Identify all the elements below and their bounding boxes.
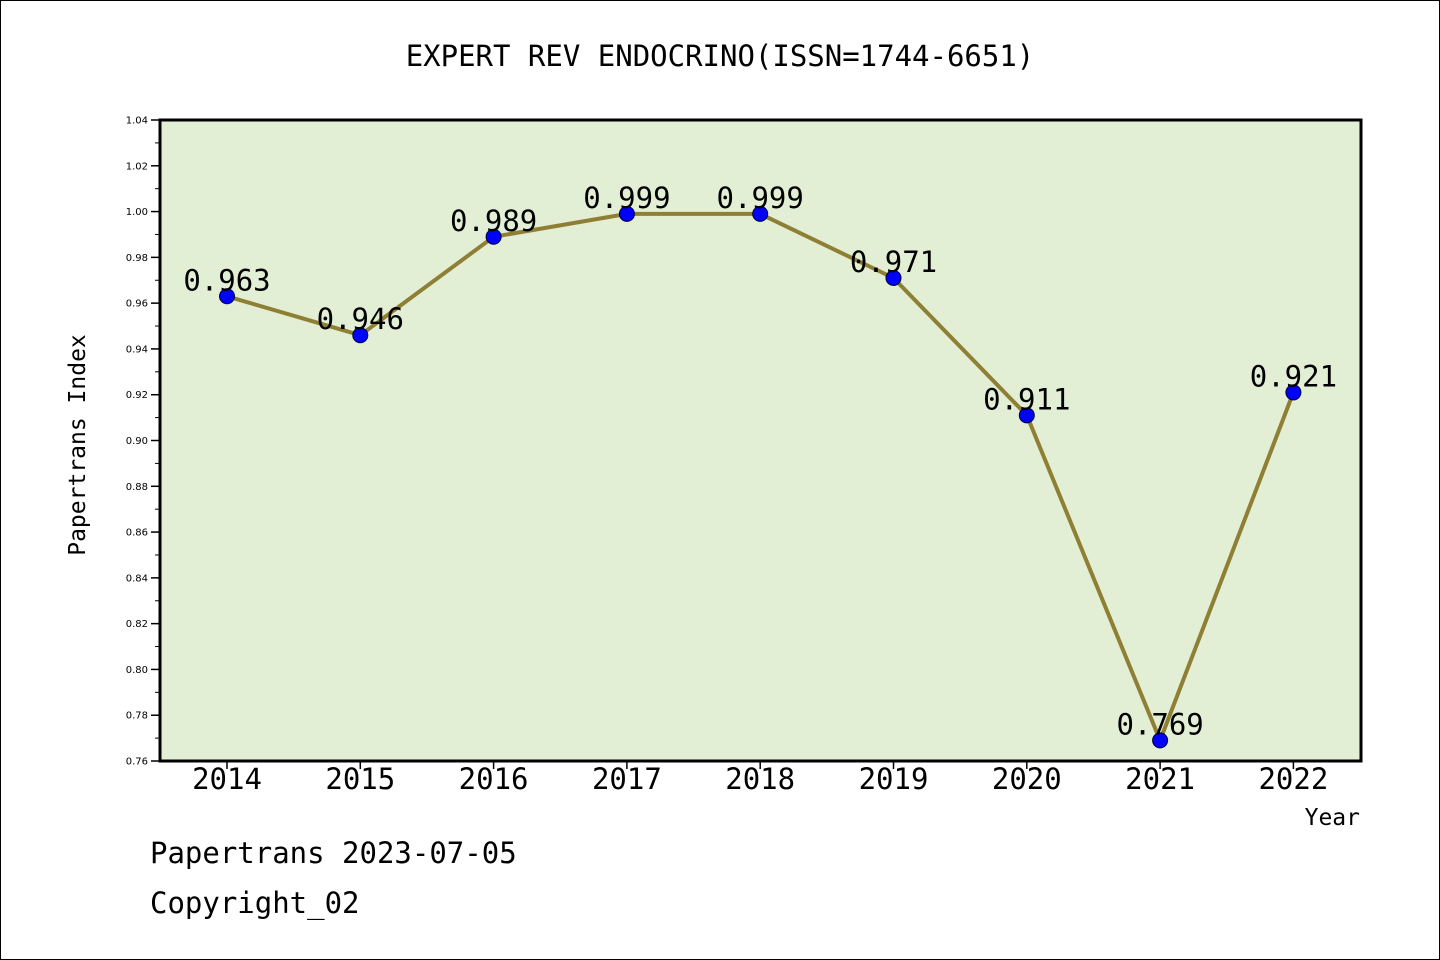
x-tick-label: 2014 (192, 762, 262, 796)
y-tick-label: 0.80 (126, 665, 148, 676)
x-tick-label: 2015 (325, 762, 395, 796)
plot-area (158, 118, 1363, 763)
data-label: 0.911 (983, 382, 1070, 416)
y-tick-label: 0.96 (126, 299, 148, 310)
data-label: 0.999 (717, 181, 804, 215)
y-axis-label: Papertrans Index (65, 334, 91, 556)
data-point-marker (352, 327, 369, 344)
x-axis: 2014 2015 2016 2017 2018 2019 2020 2021 2022 (192, 761, 1328, 796)
footer-date: Papertrans 2023-07-05 (150, 836, 517, 870)
data-point-marker (485, 228, 502, 245)
x-tick-label: 2022 (1258, 762, 1328, 796)
data-label: 0.989 (450, 204, 537, 238)
x-tick-label: 2018 (725, 762, 795, 796)
y-tick-label: 0.94 (126, 344, 148, 355)
y-axis: 0.76 0.78 0.80 0.82 0.84 0.86 0.88 0.90 0.92 0.94… (126, 116, 160, 768)
data-point-marker (1152, 732, 1169, 749)
data-point-marker (618, 205, 635, 222)
y-tick-label: 0.88 (126, 482, 148, 493)
x-tick-label: 2016 (459, 762, 529, 796)
data-label: 0.999 (583, 181, 670, 215)
data-label: 0.971 (850, 245, 937, 279)
x-tick-label: 2021 (1125, 762, 1195, 796)
y-tick-label: 0.86 (126, 528, 148, 539)
data-label: 0.769 (1116, 707, 1203, 741)
x-tick-label: 2020 (992, 762, 1062, 796)
x-tick-label: 2019 (859, 762, 929, 796)
y-tick-label: 0.98 (126, 253, 148, 264)
data-point-marker (219, 288, 235, 305)
y-tick-label: 0.82 (126, 619, 148, 630)
data-point-marker (1018, 407, 1035, 424)
y-tick-label: 0.78 (126, 711, 148, 722)
data-point-marker (885, 269, 902, 286)
series-group: 0.963 0.946 0.989 0.999 0.999 0.971 0.911 0.769… (183, 181, 1337, 749)
data-label: 0.963 (183, 263, 270, 297)
data-label: 0.946 (317, 302, 404, 336)
y-tick-label: 0.84 (126, 573, 148, 584)
chart-title: EXPERT REV ENDOCRINO(ISSN=1744-6651) (406, 39, 1035, 73)
y-tick-label: 0.90 (126, 436, 148, 447)
x-tick-label: 2017 (592, 762, 662, 796)
y-tick-label: 1.00 (126, 207, 148, 218)
y-tick-label: 1.04 (126, 116, 148, 127)
y-tick-label: 1.02 (126, 161, 148, 172)
data-label: 0.921 (1250, 359, 1337, 393)
data-point-marker (752, 205, 769, 222)
y-tick-label: 0.76 (126, 757, 148, 768)
x-axis-label: Year (1305, 805, 1360, 831)
footer-copyright: Copyright_02 (150, 886, 360, 920)
data-point-marker (1285, 384, 1302, 401)
y-tick-label: 0.92 (126, 390, 148, 401)
